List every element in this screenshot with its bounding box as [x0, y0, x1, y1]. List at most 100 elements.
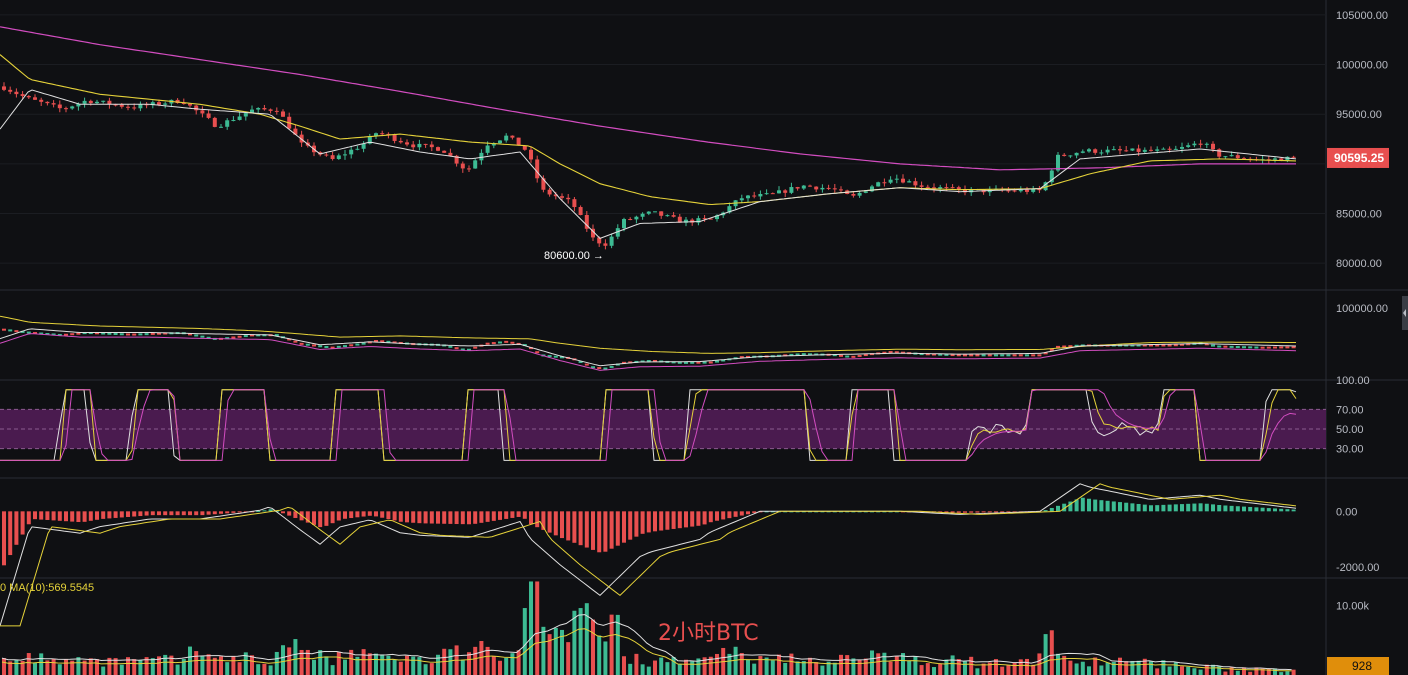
- candle[interactable]: [752, 191, 757, 199]
- candle[interactable]: [1180, 142, 1184, 153]
- candle[interactable]: [95, 99, 99, 104]
- candle[interactable]: [603, 239, 608, 250]
- y-axis[interactable]: 105000.00100000.0095000.0090000.0085000.…: [1336, 10, 1388, 613]
- candle[interactable]: [1192, 141, 1197, 148]
- candle[interactable]: [82, 97, 87, 108]
- candle[interactable]: [826, 184, 831, 191]
- candle[interactable]: [1074, 152, 1079, 159]
- candle[interactable]: [1204, 142, 1209, 149]
- candle[interactable]: [628, 217, 633, 221]
- candle[interactable]: [1161, 147, 1166, 150]
- candle[interactable]: [2, 82, 6, 92]
- candle[interactable]: [411, 141, 416, 151]
- candle[interactable]: [436, 146, 440, 152]
- candle[interactable]: [448, 148, 453, 157]
- candle[interactable]: [560, 193, 564, 202]
- candle[interactable]: [634, 215, 639, 224]
- candle[interactable]: [739, 194, 744, 204]
- candle[interactable]: [343, 149, 347, 160]
- candle[interactable]: [609, 233, 614, 249]
- candle[interactable]: [1149, 146, 1153, 152]
- price-pane[interactable]: [0, 14, 1326, 264]
- candle[interactable]: [138, 101, 143, 112]
- candle[interactable]: [219, 124, 223, 128]
- candle[interactable]: [764, 189, 769, 195]
- candle[interactable]: [820, 184, 825, 193]
- candle[interactable]: [1080, 149, 1085, 154]
- candle[interactable]: [876, 181, 881, 187]
- candle[interactable]: [39, 97, 44, 106]
- candle[interactable]: [1087, 148, 1091, 153]
- candle[interactable]: [64, 106, 68, 113]
- candle[interactable]: [51, 100, 56, 108]
- candle[interactable]: [925, 184, 930, 189]
- candle[interactable]: [274, 107, 279, 115]
- candle[interactable]: [857, 191, 862, 198]
- candle[interactable]: [1049, 169, 1054, 186]
- side-collapse-handle[interactable]: [1402, 296, 1408, 330]
- candle[interactable]: [14, 88, 19, 98]
- candle[interactable]: [392, 133, 397, 144]
- candle[interactable]: [1124, 146, 1129, 152]
- candle[interactable]: [467, 165, 471, 172]
- candle[interactable]: [696, 215, 701, 226]
- candle[interactable]: [181, 98, 186, 105]
- candle[interactable]: [45, 101, 50, 106]
- candle[interactable]: [882, 178, 887, 187]
- candle[interactable]: [1099, 149, 1104, 156]
- candle[interactable]: [1118, 145, 1122, 155]
- candle[interactable]: [770, 192, 775, 195]
- candle[interactable]: [529, 146, 533, 163]
- candle[interactable]: [8, 86, 13, 95]
- candle[interactable]: [144, 102, 149, 109]
- candle[interactable]: [665, 214, 670, 217]
- candle[interactable]: [888, 176, 893, 185]
- candle[interactable]: [212, 116, 217, 128]
- candle[interactable]: [863, 190, 868, 194]
- candle[interactable]: [547, 187, 552, 197]
- candle[interactable]: [535, 155, 540, 183]
- candle[interactable]: [101, 100, 106, 104]
- candle[interactable]: [237, 112, 242, 121]
- candle[interactable]: [287, 112, 292, 130]
- candle[interactable]: [913, 177, 918, 189]
- candle[interactable]: [1043, 181, 1048, 192]
- candle[interactable]: [20, 91, 25, 99]
- candle[interactable]: [1242, 156, 1246, 160]
- candle[interactable]: [566, 194, 571, 204]
- candle[interactable]: [870, 184, 874, 193]
- macd-pane[interactable]: [0, 483, 1297, 627]
- candle[interactable]: [70, 105, 75, 110]
- candle[interactable]: [460, 161, 465, 173]
- candle[interactable]: [702, 214, 707, 222]
- candle[interactable]: [578, 205, 583, 216]
- candle[interactable]: [1291, 155, 1296, 159]
- candle[interactable]: [801, 184, 806, 190]
- candle[interactable]: [640, 212, 645, 220]
- volume-pane[interactable]: [1, 581, 1296, 675]
- candle[interactable]: [398, 137, 403, 144]
- candle[interactable]: [572, 197, 577, 212]
- candle[interactable]: [733, 200, 738, 210]
- candle[interactable]: [783, 189, 788, 198]
- candle[interactable]: [777, 186, 781, 194]
- candle[interactable]: [1217, 148, 1222, 159]
- candle[interactable]: [932, 183, 936, 193]
- candle[interactable]: [429, 141, 434, 152]
- candle[interactable]: [832, 183, 837, 193]
- candle[interactable]: [225, 118, 230, 130]
- candle[interactable]: [330, 151, 335, 161]
- candle[interactable]: [1130, 148, 1135, 152]
- candle[interactable]: [814, 186, 819, 193]
- candle[interactable]: [1186, 142, 1191, 148]
- candle[interactable]: [646, 211, 651, 216]
- candle[interactable]: [1198, 139, 1203, 148]
- rsi-pane[interactable]: [0, 389, 1326, 461]
- candle[interactable]: [1037, 185, 1042, 194]
- candle[interactable]: [355, 145, 360, 151]
- candle[interactable]: [250, 105, 254, 114]
- candle[interactable]: [163, 101, 168, 109]
- candle[interactable]: [901, 174, 905, 184]
- candle[interactable]: [541, 175, 546, 193]
- candle[interactable]: [1062, 153, 1067, 157]
